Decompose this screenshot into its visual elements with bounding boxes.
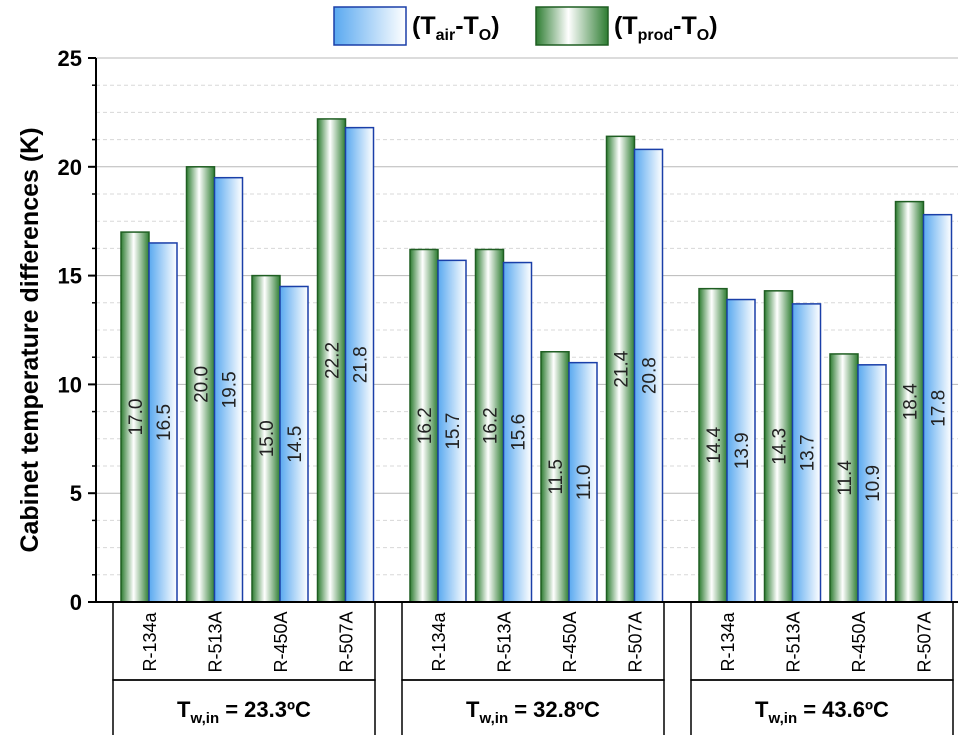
data-label-air: 16.5 xyxy=(154,404,175,441)
bar-air xyxy=(344,126,375,603)
y-tick-label: 10 xyxy=(58,372,82,397)
category-label: R-507A xyxy=(337,611,357,672)
data-label-air: 13.7 xyxy=(798,434,819,471)
y-tick-label: 15 xyxy=(58,264,82,289)
data-label-air: 17.8 xyxy=(929,390,950,427)
data-label-prod: 21.4 xyxy=(612,350,633,387)
data-label-air: 15.7 xyxy=(443,413,464,450)
data-label-air: 11.0 xyxy=(574,465,595,501)
data-label-air: 14.5 xyxy=(285,426,306,463)
bar-prod xyxy=(698,287,728,603)
data-label-prod: 16.2 xyxy=(481,407,502,444)
bar-air xyxy=(922,213,953,603)
legend-air-swatch xyxy=(333,6,407,46)
bar-air xyxy=(437,259,467,603)
y-tick-label: 0 xyxy=(70,590,82,615)
bar-prod xyxy=(474,248,505,603)
data-label-prod: 20.0 xyxy=(192,366,213,403)
bar-air xyxy=(568,361,598,603)
bar-air xyxy=(791,303,822,603)
data-label-prod: 11.4 xyxy=(835,460,856,496)
data-label-prod: 15.0 xyxy=(257,420,278,457)
bar-air xyxy=(148,242,178,603)
y-tick-label: 25 xyxy=(58,46,82,71)
data-label-air: 10.9 xyxy=(863,465,884,502)
y-tick-label: 20 xyxy=(58,155,82,180)
data-label-air: 13.9 xyxy=(732,432,753,469)
data-label-prod: 14.4 xyxy=(704,426,725,463)
data-label-prod: 22.2 xyxy=(323,342,344,379)
data-label-prod: 14.3 xyxy=(770,428,791,465)
category-label: R-450A xyxy=(271,611,291,672)
group-label-box xyxy=(401,679,665,740)
data-label-air: 20.8 xyxy=(640,357,661,394)
group-label: Tw,in = 43.6ºC xyxy=(755,697,889,727)
bar-air xyxy=(857,364,887,603)
bar-prod xyxy=(409,248,439,603)
group-label: Tw,in = 23.3ºC xyxy=(177,697,311,727)
data-label-air: 19.5 xyxy=(220,371,241,408)
data-label-prod: 17.0 xyxy=(126,399,147,436)
data-label-air: 15.6 xyxy=(509,414,530,451)
y-axis-title: Cabinet temperature differences (K) xyxy=(16,127,44,552)
bar-prod xyxy=(120,231,150,603)
legend-air-label: (Tair-TO) xyxy=(412,12,500,44)
group-label-box xyxy=(690,679,954,740)
y-tick-label: 5 xyxy=(70,481,82,506)
bar-air xyxy=(213,176,244,603)
data-label-air: 21.8 xyxy=(351,346,372,383)
legend-prod-swatch xyxy=(535,6,609,46)
category-label: R-513A xyxy=(206,611,226,672)
bar-prod xyxy=(894,200,925,603)
group-label-box xyxy=(112,679,376,740)
bar-air xyxy=(726,298,756,603)
group-label: Tw,in = 32.8ºC xyxy=(466,697,600,727)
data-label-prod: 11.5 xyxy=(546,459,567,495)
bar-prod xyxy=(829,353,859,603)
category-label: R-513A xyxy=(784,611,804,672)
category-label: R-134a xyxy=(718,611,738,671)
category-label: R-134a xyxy=(429,611,449,671)
data-label-prod: 16.2 xyxy=(415,407,436,444)
category-label: R-507A xyxy=(915,611,935,672)
category-label: R-513A xyxy=(495,611,515,672)
legend-prod-label: (Tprod-TO) xyxy=(614,12,718,44)
category-label: R-507A xyxy=(626,611,646,672)
category-label: R-450A xyxy=(560,611,580,672)
bar-prod xyxy=(763,290,794,603)
bar-prod xyxy=(185,166,216,603)
category-label: R-450A xyxy=(849,611,869,672)
bar-air xyxy=(502,261,533,603)
data-label-prod: 18.4 xyxy=(901,383,922,420)
category-label: R-134a xyxy=(140,611,160,671)
